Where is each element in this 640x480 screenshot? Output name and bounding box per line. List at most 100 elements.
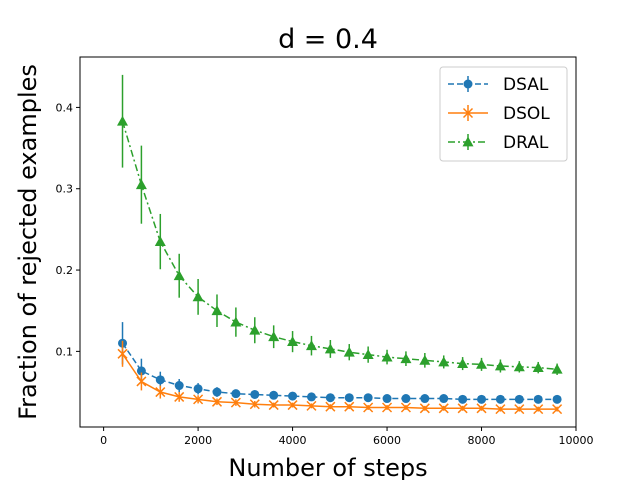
dsal-point	[269, 390, 279, 400]
dsol-point	[382, 402, 393, 413]
dsol-point-stroke	[382, 402, 393, 413]
dral-point	[457, 358, 469, 368]
dsol-point	[268, 400, 279, 411]
dsol-point-stroke	[325, 401, 336, 412]
dral-point	[343, 346, 355, 357]
dsol-point-stroke	[533, 404, 544, 415]
dsol-point	[344, 401, 355, 412]
dsol-point-stroke	[117, 348, 128, 359]
dral-point	[551, 363, 563, 374]
dral-point	[476, 358, 488, 369]
dsol-point	[325, 401, 336, 412]
x-tick-label: 4000	[279, 434, 307, 447]
ticks: 0 2000 4000 6000 8000 10000 0.1 0.2 0.3 0.4	[56, 101, 594, 447]
dsal-point	[193, 384, 203, 394]
dsol-point-stroke	[306, 400, 317, 411]
dsal-point	[306, 392, 316, 402]
dsol-point-stroke	[495, 404, 506, 415]
dsal-point	[212, 387, 222, 397]
dsol-point	[363, 402, 374, 413]
y-tick-label: 0.4	[56, 101, 74, 114]
dsol-point	[230, 397, 241, 408]
legend-dsol-label: DSOL	[503, 104, 550, 124]
dsal-point	[514, 394, 524, 404]
legend-entry-dsol: DSOL	[448, 104, 550, 124]
dsol-point	[495, 404, 506, 415]
dral-point	[117, 115, 129, 126]
y-tick-label: 0.1	[56, 345, 74, 358]
dsol-point	[533, 404, 544, 415]
dsal-point	[155, 375, 165, 385]
dsol-point-stroke	[136, 376, 147, 387]
x-tick-label: 10000	[559, 434, 594, 447]
series-dral	[117, 74, 563, 375]
legend-dral-label: DRAL	[503, 133, 549, 153]
dsol-point-stroke	[400, 402, 411, 413]
legend-dsal-label: DSAL	[503, 75, 549, 95]
dral-point	[362, 349, 374, 360]
dral-line	[121, 120, 558, 371]
y-axis-label: Fraction of rejected examples	[14, 64, 42, 420]
series-dsol	[117, 340, 563, 415]
dral-point	[438, 356, 450, 367]
dsal-point	[250, 389, 260, 399]
dsol-point-stroke	[457, 403, 468, 414]
dsol-point	[211, 396, 223, 407]
dral-point	[513, 361, 525, 372]
dsol-point-stroke	[155, 387, 166, 398]
dral-point	[532, 362, 544, 373]
dsol-point	[438, 403, 449, 414]
dral-point	[287, 336, 299, 347]
plot-area	[117, 74, 563, 415]
legend: DSAL DSOL DRAL	[439, 66, 568, 162]
dsol-point	[400, 402, 411, 413]
dsol-point-stroke	[193, 394, 204, 405]
dral-point	[381, 351, 393, 362]
legend-dral-marker	[462, 136, 474, 147]
dsol-point-stroke	[476, 403, 487, 414]
dsal-point	[477, 394, 487, 404]
dsol-point	[117, 348, 128, 359]
y-tick-label: 0.2	[56, 264, 74, 277]
legend-dsol-marker	[462, 107, 474, 119]
dsol-line	[121, 353, 558, 410]
dsol-point	[457, 403, 468, 414]
dral-point	[400, 353, 412, 364]
axes-frame	[79, 56, 577, 428]
dsal-point	[382, 394, 392, 404]
dsol-point	[155, 387, 166, 398]
dsol-point	[174, 391, 185, 402]
dsal-point	[420, 394, 430, 404]
dsol-point-stroke	[419, 403, 430, 414]
dral-point	[192, 291, 204, 302]
dral-point	[173, 270, 185, 281]
dsol-point	[552, 404, 563, 415]
dral-point	[494, 360, 506, 371]
x-tick-label: 2000	[184, 434, 212, 447]
dsol-point	[136, 376, 147, 387]
dsol-point-stroke	[514, 404, 525, 415]
legend-entry-dsal: DSAL	[448, 75, 549, 95]
legend-entry-dral: DRAL	[448, 133, 549, 153]
dral-point	[211, 305, 223, 316]
dsol-point-stroke	[287, 400, 298, 411]
dsol-point-stroke	[363, 402, 374, 413]
dsal-point	[174, 381, 184, 391]
legend-dsol-marker-stroke	[462, 107, 474, 119]
dsal-point	[344, 393, 354, 403]
dsal-point	[363, 393, 373, 403]
dsol-point-stroke	[344, 401, 355, 412]
dsol-point	[306, 400, 317, 411]
dsol-point	[249, 399, 260, 410]
dsol-point-stroke	[249, 399, 260, 410]
dsal-point	[552, 394, 562, 404]
dsol-point	[476, 403, 487, 414]
chart-title: d = 0.4	[278, 24, 378, 55]
x-tick-label: 8000	[468, 434, 496, 447]
dsol-point	[193, 394, 204, 405]
dsol-point-stroke	[230, 397, 241, 408]
dsol-point-stroke	[268, 400, 279, 411]
dsol-point	[419, 403, 430, 414]
dral-point	[249, 324, 261, 335]
